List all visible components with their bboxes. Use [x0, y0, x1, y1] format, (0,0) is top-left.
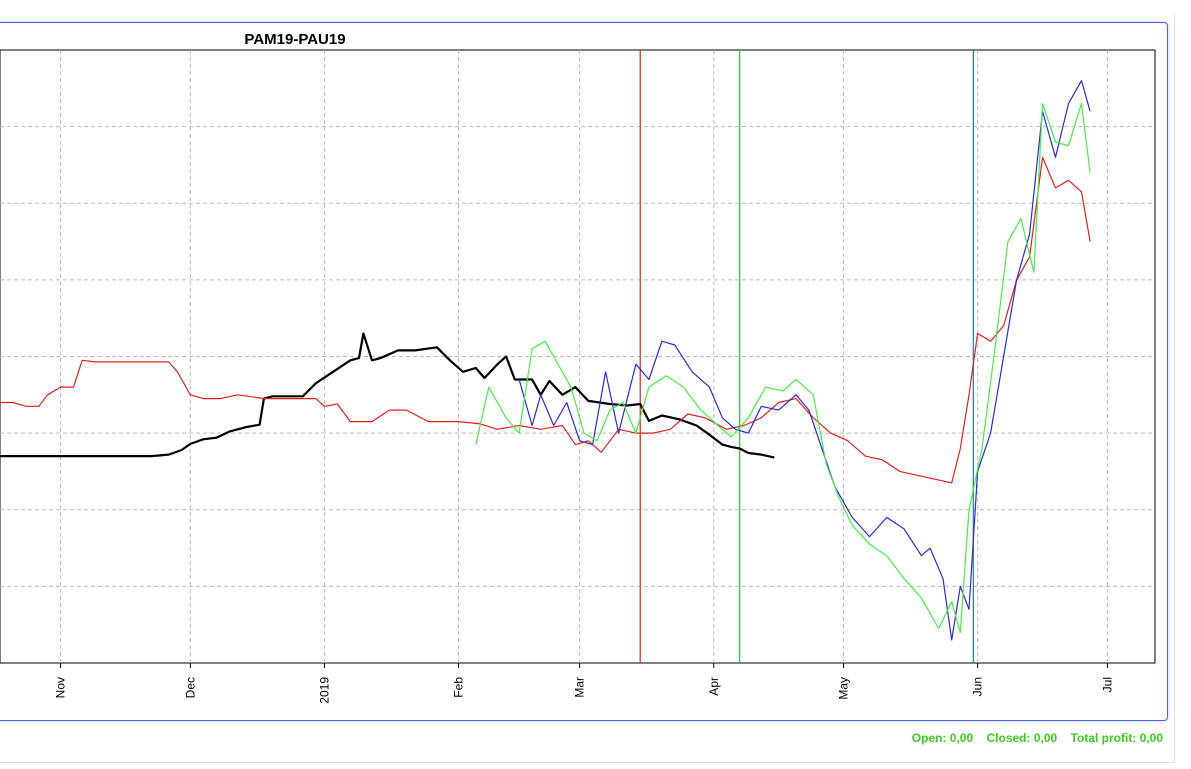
vertical-markers [639, 50, 974, 663]
series-line-2 [518, 79, 1091, 641]
x-tick-label: Dec [183, 677, 197, 698]
series-lines [0, 79, 1091, 641]
closed-profit: Closed: 0,00 [986, 731, 1058, 745]
x-tick-label: Apr [707, 677, 721, 696]
x-tick-label: 2019 [317, 677, 331, 704]
x-tick-label: Mar [573, 677, 587, 698]
chart-container [0, 14, 1175, 763]
x-tick-label: Jul [1100, 677, 1114, 692]
x-tick-label: Feb [452, 677, 466, 698]
x-tick-label: Nov [54, 677, 68, 698]
chart-title: PAM19-PAU19 [244, 31, 345, 48]
open-profit: Open: 0,00 [911, 731, 974, 745]
series-line-3 [475, 102, 1091, 634]
x-tick-label: May [837, 677, 851, 700]
x-axis-ticks: Nov Dec 2019 Feb Mar Apr May Jun Jul [54, 663, 1114, 704]
series-line-0 [0, 332, 775, 459]
total-profit: Total profit: 0,00 [1070, 731, 1163, 745]
series-line-1 [0, 156, 1091, 484]
x-tick-label: Jun [971, 677, 985, 696]
profit-summary: Open: 0,00 Closed: 0,00 Total profit: 0,… [902, 731, 1163, 745]
